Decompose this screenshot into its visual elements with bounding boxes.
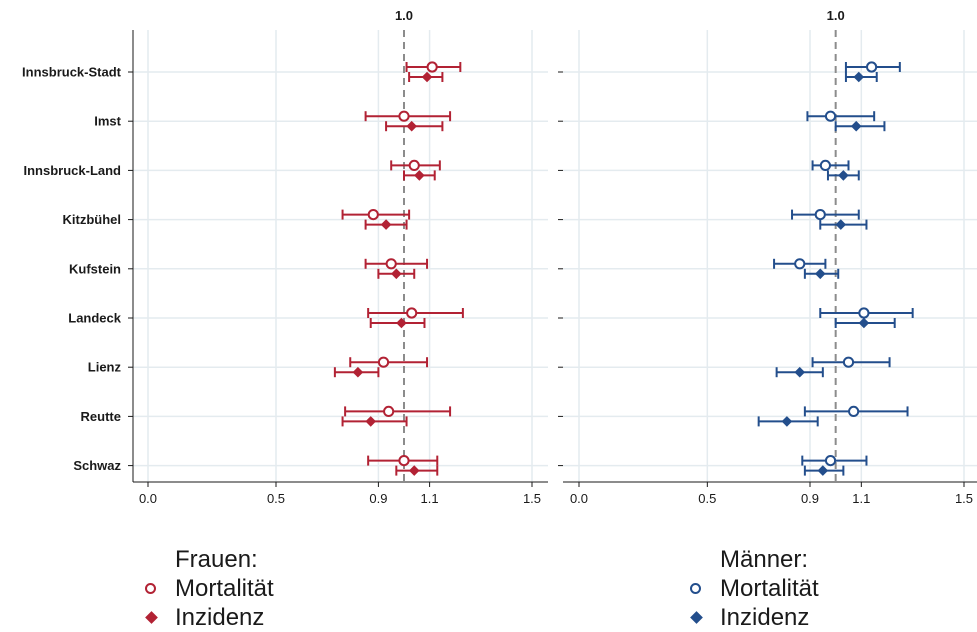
- row-label: Kitzbühel: [63, 212, 122, 227]
- point-mortality: [824, 455, 837, 467]
- row-label: Kufstein: [69, 261, 121, 276]
- legend-title-maenner: Männer:: [720, 546, 809, 573]
- point-mortality: [385, 258, 397, 270]
- point-incidence: [396, 317, 407, 329]
- point-mortality: [367, 209, 379, 221]
- point-incidence: [814, 268, 826, 280]
- point-mortality: [819, 159, 832, 171]
- point-mortality: [866, 61, 878, 73]
- point-incidence: [858, 317, 870, 329]
- legend-label-mortality-frauen: Mortalität: [175, 575, 274, 602]
- row-label: Imst: [94, 114, 121, 129]
- reference-line-label: 1.0: [827, 8, 845, 23]
- row-label: Reutte: [81, 409, 121, 424]
- point-incidence: [391, 268, 402, 280]
- legend-frauen: Frauen: Mortalität Inzidenz: [145, 545, 274, 632]
- forest-plot: 1.0 0.0 0.5 0.9 1.1 1.5 Innsbruck-Stadt Imst Inn…: [22, 8, 977, 506]
- point-incidence: [794, 366, 806, 378]
- legend-label-incidence-maenner: Inzidenz: [720, 604, 810, 631]
- x-tick-label: 1.1: [421, 491, 439, 506]
- x-tick-label: 0.9: [369, 491, 387, 506]
- point-mortality: [814, 209, 826, 221]
- legend-maenner: Männer: Mortalität Inzidenz: [690, 545, 819, 632]
- row-label: Innsbruck-Land: [23, 163, 121, 178]
- x-tick-label: 0.0: [570, 491, 588, 506]
- point-mortality: [426, 61, 438, 73]
- hollow-circle-icon: [145, 583, 175, 594]
- point-incidence: [835, 219, 847, 230]
- point-mortality: [842, 356, 855, 368]
- point-incidence: [817, 465, 829, 476]
- point-incidence: [365, 416, 377, 427]
- row-label: Schwaz: [73, 458, 121, 473]
- point-mortality: [377, 356, 390, 368]
- legend-entry-incidence-frauen: Inzidenz: [145, 603, 274, 632]
- legend-title-frauen: Frauen:: [175, 546, 258, 573]
- row-label: Lienz: [88, 360, 122, 375]
- row-label: Landeck: [68, 311, 122, 326]
- point-incidence: [781, 416, 793, 427]
- panel-mnner: 1.0 0.0 0.5 0.9 1.1 1.5: [558, 8, 977, 506]
- x-tick-label: 0.0: [139, 491, 157, 506]
- point-incidence: [414, 170, 425, 181]
- filled-diamond-icon: [145, 611, 175, 624]
- row-label: Innsbruck-Stadt: [22, 65, 122, 80]
- panel-frauen: 1.0 0.0 0.5 0.9 1.1 1.5 Innsbruck-Stadt Imst Inn…: [22, 8, 548, 506]
- point-mortality: [398, 110, 410, 122]
- point-mortality: [408, 159, 420, 171]
- point-mortality: [848, 405, 860, 417]
- point-mortality: [383, 405, 395, 417]
- point-incidence: [408, 465, 420, 476]
- hollow-circle-icon: [690, 583, 720, 594]
- point-incidence: [838, 170, 849, 181]
- point-incidence: [352, 366, 364, 378]
- x-tick-label: 0.5: [267, 491, 285, 506]
- point-incidence: [421, 71, 433, 83]
- point-mortality: [406, 307, 418, 319]
- x-tick-label: 1.1: [852, 491, 870, 506]
- filled-diamond-icon: [690, 611, 720, 624]
- legend-entry-incidence-maenner: Inzidenz: [690, 603, 819, 632]
- point-incidence: [380, 219, 392, 230]
- x-tick-label: 1.5: [523, 491, 541, 506]
- point-mortality: [824, 110, 837, 122]
- reference-line-label: 1.0: [395, 8, 413, 23]
- x-tick-label: 0.9: [801, 491, 819, 506]
- legend-label-mortality-maenner: Mortalität: [720, 575, 819, 602]
- legend-entry-mortality-frauen: Mortalität: [145, 574, 274, 603]
- x-tick-label: 0.5: [698, 491, 716, 506]
- point-mortality: [858, 307, 870, 319]
- point-mortality: [398, 455, 410, 467]
- point-incidence: [853, 71, 865, 83]
- x-tick-label: 1.5: [955, 491, 973, 506]
- point-incidence: [406, 120, 417, 132]
- point-incidence: [850, 120, 862, 132]
- legend-entry-mortality-maenner: Mortalität: [690, 574, 819, 603]
- legend-label-incidence-frauen: Inzidenz: [175, 604, 265, 631]
- point-mortality: [794, 258, 806, 270]
